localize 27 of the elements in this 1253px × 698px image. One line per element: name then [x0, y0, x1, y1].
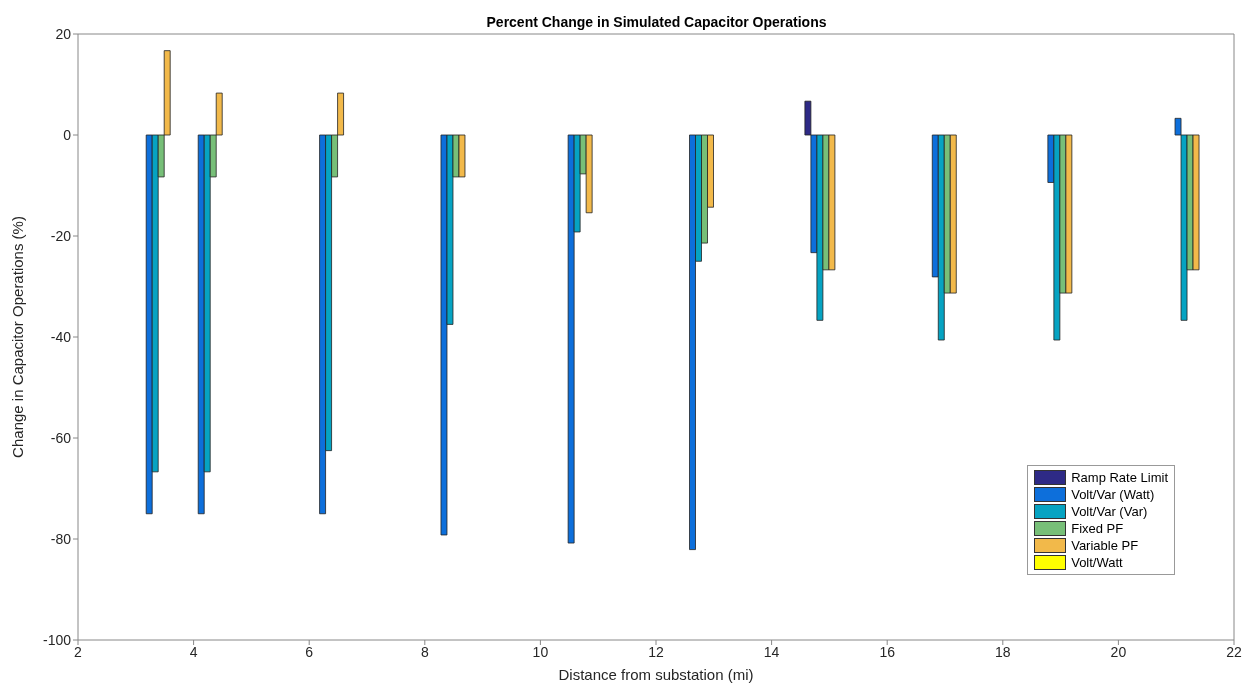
legend-label: Fixed PF	[1071, 521, 1124, 536]
x-tick-label: 8	[420, 643, 429, 660]
legend-label: Variable PF	[1071, 538, 1139, 553]
x-tick-label: 6	[305, 643, 314, 660]
legend-label: Ramp Rate Limit	[1071, 470, 1168, 485]
x-tick-label: 18	[995, 643, 1011, 660]
x-tick-label: 20	[1110, 643, 1127, 660]
y-tick-label: -20	[50, 227, 72, 244]
y-tick-label: -60	[50, 429, 72, 446]
chart-title: Percent Change in Simulated Capacitor Operations	[486, 14, 827, 30]
x-tick-label: 4	[189, 643, 198, 660]
y-tick-label: 0	[63, 126, 72, 143]
x-tick-label: 14	[763, 643, 780, 660]
y-axis-title: Change in Capacitor Operations (%)	[9, 216, 27, 458]
x-tick-label: 22	[1226, 643, 1242, 660]
y-tick-label: 20	[55, 25, 72, 42]
x-axis-title: Distance from substation (mi)	[558, 666, 754, 683]
y-tick-label: -100	[42, 631, 72, 648]
legend-label: Volt/Var (Var)	[1071, 504, 1148, 519]
x-tick-label: 12	[648, 643, 664, 660]
y-tick-label: -80	[50, 530, 72, 547]
x-tick-label: 2	[74, 643, 83, 660]
x-tick-label: 10	[532, 643, 549, 660]
legend-label: Volt/Watt	[1071, 555, 1123, 570]
y-tick-label: -40	[50, 328, 72, 345]
legend-label: Volt/Var (Watt)	[1071, 487, 1155, 502]
x-tick-label: 16	[879, 643, 896, 660]
